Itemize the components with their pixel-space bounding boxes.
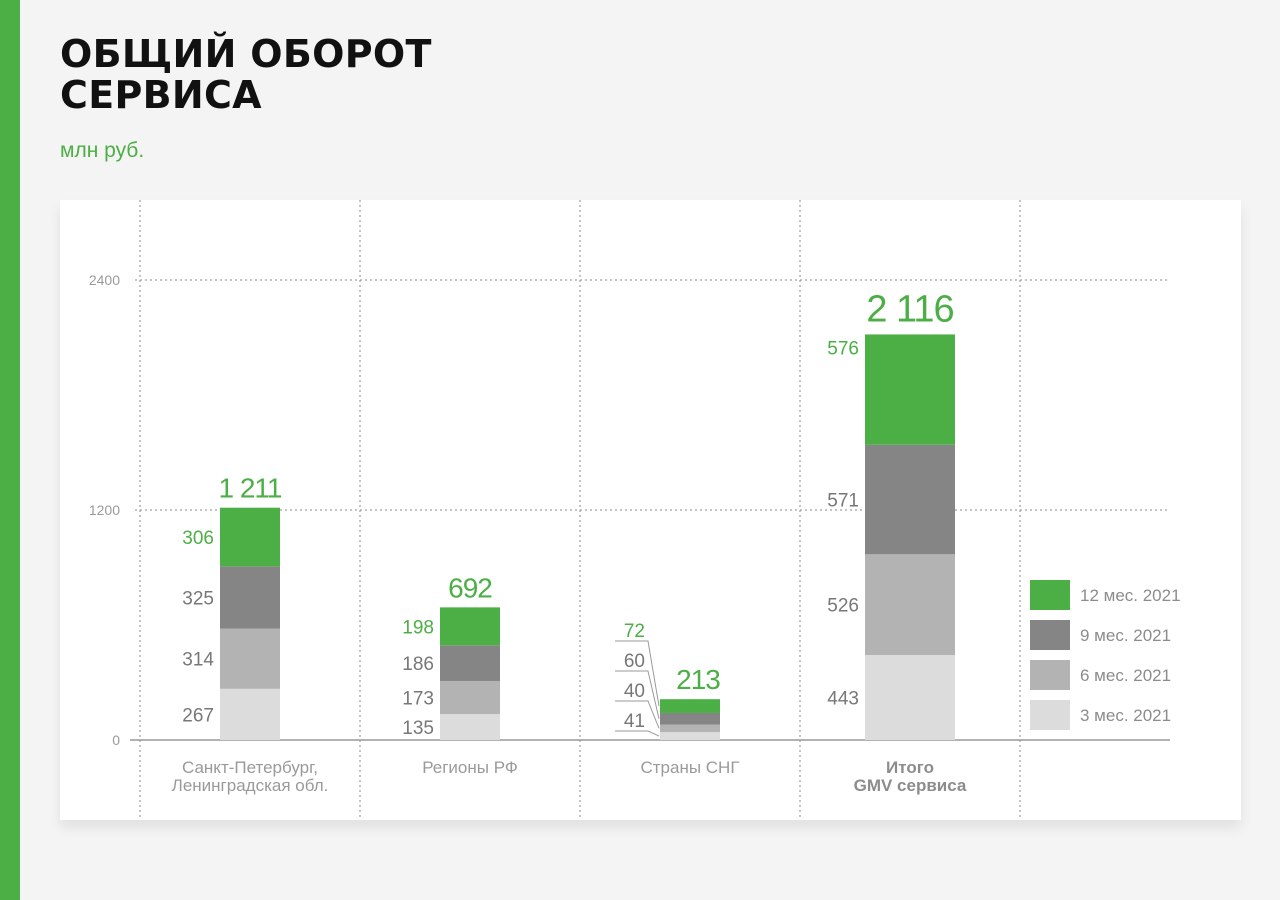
bar-segment-6m [660, 724, 720, 733]
bar-segment-3m [220, 688, 280, 740]
segment-value-label: 267 [182, 705, 214, 726]
segment-value-label: 186 [402, 654, 434, 675]
category-label: Страны СНГ [640, 758, 739, 777]
legend-label: 12 мес. 2021 [1080, 586, 1181, 605]
category-label: Регионы РФ [422, 758, 518, 777]
bar-total-label: 2 116 [866, 288, 953, 330]
leader-line [615, 670, 660, 719]
bar-segment-9m [220, 566, 280, 629]
y-tick-label: 1200 [89, 502, 120, 518]
bar-segment-9m [440, 645, 500, 681]
segment-value-label: 41 [624, 711, 645, 732]
accent-bar [0, 0, 20, 900]
y-tick-label: 0 [112, 732, 120, 748]
segment-value-label: 72 [624, 621, 645, 642]
bar-segment-6m [440, 680, 500, 715]
bar-segment-12m [660, 699, 720, 713]
category-label: GMV сервиса [854, 776, 967, 795]
bar-total-label: 1 211 [219, 473, 282, 504]
bar-total-label: 692 [448, 572, 492, 603]
legend-swatch-3m [1030, 700, 1070, 730]
legend-swatch-9m [1030, 620, 1070, 650]
bar-segment-12m [440, 607, 500, 646]
segment-value-label: 526 [827, 596, 859, 617]
bar-segment-3m [865, 655, 955, 740]
units-subtitle: млн руб. [60, 139, 145, 162]
leader-line [615, 730, 660, 737]
category-label: Итого [886, 758, 934, 777]
bar-segment-6m [220, 628, 280, 689]
segment-value-label: 325 [182, 588, 214, 609]
bar-segment-3m [440, 714, 500, 740]
bar-total-label: 213 [676, 664, 720, 695]
segment-value-label: 40 [624, 681, 645, 702]
leader-line [615, 700, 660, 729]
segment-value-label: 198 [402, 617, 434, 638]
leader-line [615, 640, 660, 707]
bar-segment-6m [865, 554, 955, 656]
y-tick-label: 2400 [89, 272, 120, 288]
segment-value-label: 571 [827, 491, 859, 512]
legend-swatch-6m [1030, 660, 1070, 690]
title-line-1: ОБЩИЙ ОБОРОТ [60, 32, 432, 76]
bar-segment-9m [660, 712, 720, 725]
page-title: ОБЩИЙ ОБОРОТ СЕРВИСА [60, 34, 432, 116]
stacked-bar-chart: 0 1200 2400 267 314 325 306 1 211 Санкт-Петербур… [89, 200, 1181, 820]
segment-value-label: 135 [402, 718, 434, 739]
legend-swatch-12m [1030, 580, 1070, 610]
segment-value-label: 306 [182, 528, 214, 549]
segment-value-label: 173 [402, 689, 434, 710]
bar-segment-12m [220, 507, 280, 567]
segment-value-label: 443 [827, 689, 859, 710]
segment-value-label: 576 [827, 338, 859, 359]
legend-label: 3 мес. 2021 [1080, 706, 1171, 725]
legend-label: 9 мес. 2021 [1080, 626, 1171, 645]
segment-value-label: 314 [182, 650, 214, 671]
chart-card: 0 1200 2400 267 314 325 306 1 211 Санкт-Петербур… [60, 200, 1241, 820]
category-label: Ленинградская обл. [172, 776, 329, 795]
legend-label: 6 мес. 2021 [1080, 666, 1171, 685]
title-line-2: СЕРВИСА [60, 73, 262, 117]
bar-segment-12m [865, 334, 955, 445]
bar-segment-3m [660, 732, 720, 740]
bar-segment-9m [865, 444, 955, 555]
segment-value-label: 60 [624, 651, 645, 672]
category-label: Санкт-Петербург, [182, 758, 318, 777]
